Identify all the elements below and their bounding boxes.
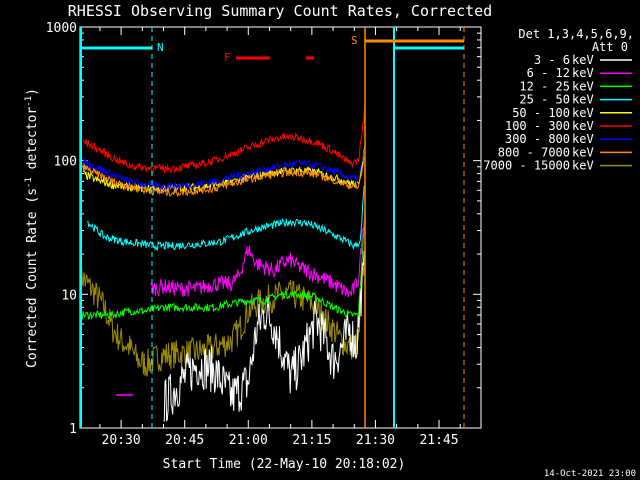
legend-unit: keV xyxy=(572,159,594,173)
y-axis-label-sup1: -1 xyxy=(24,177,34,188)
flare-label: F xyxy=(224,51,231,64)
x-tick-label: 21:45 xyxy=(419,433,458,448)
series-line-800-7000-kev xyxy=(82,156,365,198)
x-axis-label: Start Time (22-May-10 20:18:02) xyxy=(163,457,406,472)
plot-frame xyxy=(79,26,482,429)
legend-label: 300 - 800 xyxy=(505,132,570,146)
legend-unit: keV xyxy=(572,119,594,133)
y-axis-label-mid: detector xyxy=(25,107,40,178)
series-line-50-100-kev xyxy=(82,147,365,194)
legend-unit: keV xyxy=(572,106,594,120)
y-tick-label: 100 xyxy=(54,155,77,170)
chart-title: RHESSI Observing Summary Count Rates, Co… xyxy=(68,2,492,20)
legend-header-line1: Det 1,3,4,5,6,9, xyxy=(518,27,634,41)
x-tick-label: 20:30 xyxy=(102,433,141,448)
x-tick-label: 20:45 xyxy=(165,433,204,448)
series-line-300-800-kev xyxy=(82,148,365,192)
marker-layer: N S F xyxy=(80,27,465,428)
x-tick-label: 21:15 xyxy=(292,433,331,448)
legend-label: 7000 - 15000 xyxy=(483,159,570,173)
legend-unit: keV xyxy=(572,53,594,67)
y-axis-label-main: Corrected Count Rate (s xyxy=(25,188,40,368)
axis-ticks xyxy=(80,26,481,429)
series-line-7000-15000-kev xyxy=(80,249,366,377)
legend-unit: keV xyxy=(572,93,594,107)
legend-label: 12 - 25 xyxy=(519,79,570,93)
legend-label: 50 - 100 xyxy=(512,106,570,120)
series-line-6-12-kev xyxy=(150,219,365,298)
tick-labels: 20:30 20:45 21:00 21:15 21:30 21:45 1 10 100 1000 xyxy=(46,21,459,448)
legend-unit: keV xyxy=(572,79,594,93)
y-axis-label-sup2: -1 xyxy=(24,96,34,107)
legend-label: 3 - 6 xyxy=(534,53,570,67)
legend-unit: keV xyxy=(572,145,594,159)
series-layer xyxy=(80,109,366,422)
night-label: N xyxy=(157,41,164,54)
y-axis-label-end: ) xyxy=(25,88,40,96)
legend-label: 6 - 12 xyxy=(527,66,570,80)
legend-unit: keV xyxy=(572,132,594,146)
y-tick-label: 10 xyxy=(61,288,77,303)
series-line-100-300-kev xyxy=(82,109,365,175)
saa-label: S xyxy=(351,34,358,47)
footer-timestamp: 14-Oct-2021 23:00 xyxy=(544,469,636,479)
y-tick-label: 1 xyxy=(69,422,77,437)
legend-label: 800 - 7000 xyxy=(498,145,570,159)
x-tick-label: 21:00 xyxy=(229,433,268,448)
series-line-3-6-kev xyxy=(163,250,365,422)
series-line-25-50-kev xyxy=(86,185,365,251)
plot-border xyxy=(79,26,482,429)
legend-label: 100 - 300 xyxy=(505,119,570,133)
y-tick-label: 1000 xyxy=(46,21,77,36)
y-axis-label: Corrected Count Rate (s-1 detector-1) xyxy=(24,88,40,368)
x-tick-label: 21:30 xyxy=(356,433,395,448)
legend-unit: keV xyxy=(572,66,594,80)
legend-header-line2: Att 0 xyxy=(592,40,628,54)
legend-label: 25 - 50 xyxy=(519,93,570,107)
series-line-12-25-kev xyxy=(80,217,366,321)
